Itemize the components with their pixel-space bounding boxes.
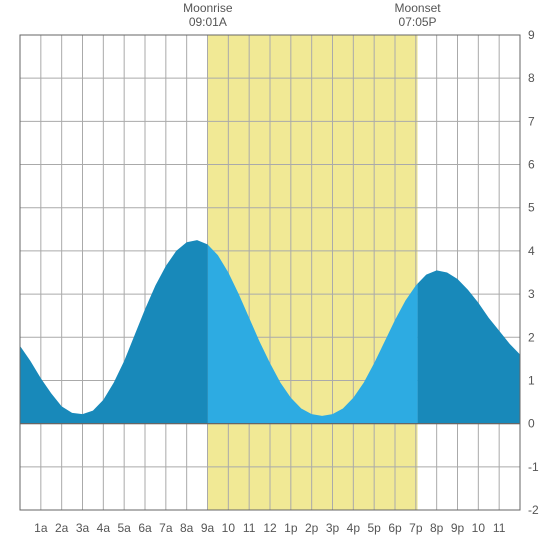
x-tick-label: 11 xyxy=(493,521,506,535)
x-tick-label: 1a xyxy=(34,521,48,535)
y-tick-label: 9 xyxy=(528,28,535,42)
y-tick-label: 1 xyxy=(528,373,535,387)
x-tick-label: 2p xyxy=(305,521,319,535)
x-tick-label: 3a xyxy=(76,521,90,535)
x-tick-label: 7p xyxy=(409,521,423,535)
x-tick-label: 2a xyxy=(55,521,69,535)
y-tick-label: 6 xyxy=(528,158,535,172)
x-tick-label: 9p xyxy=(451,521,465,535)
moonset-time: 07:05P xyxy=(399,15,437,29)
y-tick-label: 8 xyxy=(528,71,535,85)
x-tick-label: 1p xyxy=(284,521,298,535)
y-tick-label: 2 xyxy=(528,330,535,344)
x-tick-label: 7a xyxy=(159,521,173,535)
y-tick-label: 7 xyxy=(528,114,535,128)
y-tick-label: 5 xyxy=(528,201,535,215)
moonset-label: Moonset xyxy=(395,1,442,15)
x-tick-label: 5a xyxy=(117,521,131,535)
x-tick-label: 11 xyxy=(243,521,256,535)
x-tick-label: 8a xyxy=(180,521,194,535)
x-tick-label: 10 xyxy=(472,521,486,535)
x-tick-label: 6a xyxy=(138,521,152,535)
y-tick-label: 3 xyxy=(528,287,535,301)
y-tick-label: 0 xyxy=(528,417,535,431)
moon-band xyxy=(208,35,418,510)
chart-svg: -2-101234567891a2a3a4a5a6a7a8a9a1011121p… xyxy=(0,0,550,550)
x-tick-label: 3p xyxy=(326,521,340,535)
y-tick-label: -1 xyxy=(528,460,539,474)
moonrise-label: Moonrise xyxy=(183,1,233,15)
x-tick-label: 6p xyxy=(388,521,402,535)
moonrise-time: 09:01A xyxy=(189,15,227,29)
x-tick-label: 9a xyxy=(201,521,215,535)
x-tick-label: 8p xyxy=(430,521,444,535)
y-tick-label: -2 xyxy=(528,503,539,517)
tide-chart: -2-101234567891a2a3a4a5a6a7a8a9a1011121p… xyxy=(0,0,550,550)
x-tick-label: 5p xyxy=(367,521,381,535)
x-tick-label: 4a xyxy=(97,521,111,535)
x-tick-label: 4p xyxy=(347,521,361,535)
y-tick-label: 4 xyxy=(528,244,535,258)
x-tick-label: 10 xyxy=(222,521,236,535)
x-tick-label: 12 xyxy=(263,521,277,535)
